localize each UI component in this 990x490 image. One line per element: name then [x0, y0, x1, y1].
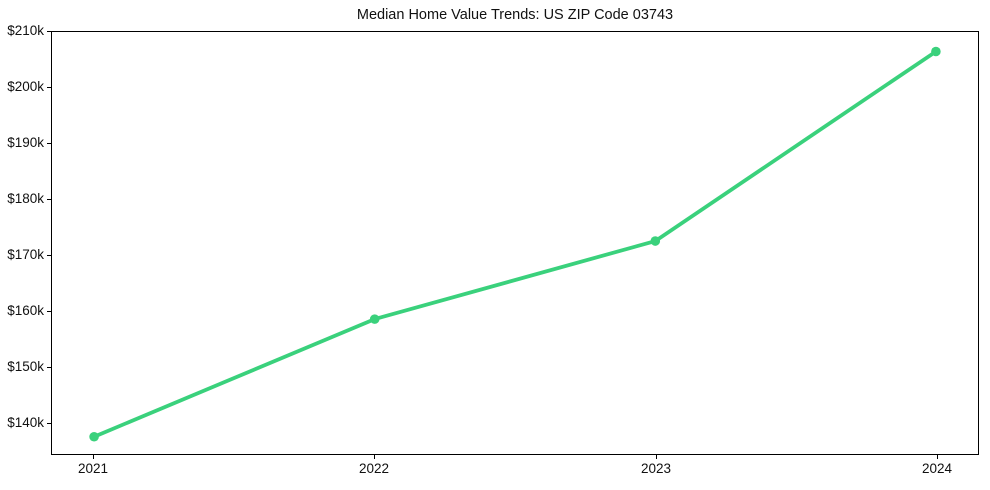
y-tick-mark	[47, 423, 51, 424]
y-tick-label: $150k	[7, 359, 44, 374]
y-tick-mark	[47, 199, 51, 200]
x-tick-label: 2021	[77, 461, 109, 476]
data-point-2022	[369, 314, 380, 324]
x-tick-label: 2023	[640, 461, 672, 476]
data-point-2023	[650, 236, 661, 246]
y-tick-label: $190k	[7, 135, 44, 150]
chart-title: Median Home Value Trends: US ZIP Code 03…	[356, 7, 674, 23]
x-tick-label: 2024	[921, 461, 953, 476]
y-tick-label: $200k	[7, 79, 44, 94]
x-tick-label: 2022	[358, 461, 390, 476]
y-tick-label: $140k	[7, 415, 44, 430]
x-tick-mark	[374, 455, 375, 459]
y-tick-mark	[47, 255, 51, 256]
x-tick-mark	[937, 455, 938, 459]
trend-line-svg	[89, 46, 941, 442]
x-tick-mark	[656, 455, 657, 459]
y-tick-label: $170k	[7, 247, 44, 262]
y-tick-label: $180k	[7, 191, 44, 206]
trend-line	[92, 49, 938, 439]
y-tick-mark	[47, 143, 51, 144]
x-tick-mark	[93, 455, 94, 459]
data-point-2021	[89, 431, 99, 442]
y-tick-label: $210k	[7, 23, 44, 38]
y-tick-mark	[47, 87, 51, 88]
y-tick-mark	[47, 31, 51, 32]
y-tick-label: $160k	[7, 303, 44, 318]
data-point-2024	[931, 46, 941, 57]
y-tick-mark	[47, 367, 51, 368]
plot-area	[51, 31, 979, 455]
y-tick-mark	[47, 311, 51, 312]
